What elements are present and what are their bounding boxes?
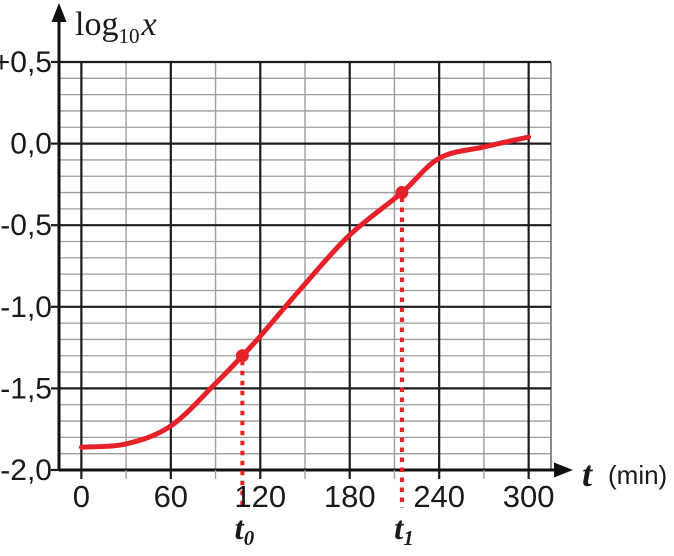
x-tick-label: 300: [503, 479, 555, 514]
y-axis-arrowhead: [51, 3, 67, 22]
x-axis-title-unit: (min): [608, 460, 667, 490]
point-label-part: 1: [403, 526, 414, 550]
point-label-part: t: [235, 511, 245, 547]
x-tick-label: 0: [73, 479, 90, 514]
x-tick-label: 180: [324, 479, 376, 514]
grid-minor-lines: [59, 62, 552, 470]
sigmoid-curve: [78, 134, 532, 450]
x-axis-title-variable: t: [582, 454, 593, 494]
y-tick-label: -1,0: [0, 291, 52, 324]
marked-points: t0 t1: [235, 186, 414, 550]
point-label-t1: t1: [394, 511, 414, 550]
x-axis-title: t (min): [582, 454, 667, 494]
tick-marks: [51, 60, 530, 479]
x-tick-label: 60: [154, 479, 188, 514]
point-dot-t0: [235, 349, 249, 363]
grid-major-lines: [59, 60, 551, 470]
y-tick-label: +0,5: [0, 46, 52, 79]
tick-labels: 0 60 120 180 240 300 +0,5 0,0 -0,5 -1,0 -1,5 -2,0: [0, 46, 555, 514]
y-tick-label: -2,0: [0, 454, 52, 487]
y-tick-label: -0,5: [0, 209, 52, 242]
y-axis-title: log10x: [75, 6, 157, 48]
point-dot-t1: [395, 186, 409, 200]
point-label-part: 0: [244, 526, 255, 550]
x-axis-arrowhead: [554, 462, 573, 478]
x-tick-label: 240: [413, 479, 465, 514]
y-tick-label: -1,5: [0, 372, 52, 405]
x-tick-label: 120: [234, 479, 286, 514]
data-curve: [78, 134, 532, 450]
y-tick-label: 0,0: [10, 128, 52, 161]
axes: [51, 3, 573, 478]
point-label-part: t: [394, 511, 404, 547]
point-label-t0: t0: [235, 511, 255, 550]
